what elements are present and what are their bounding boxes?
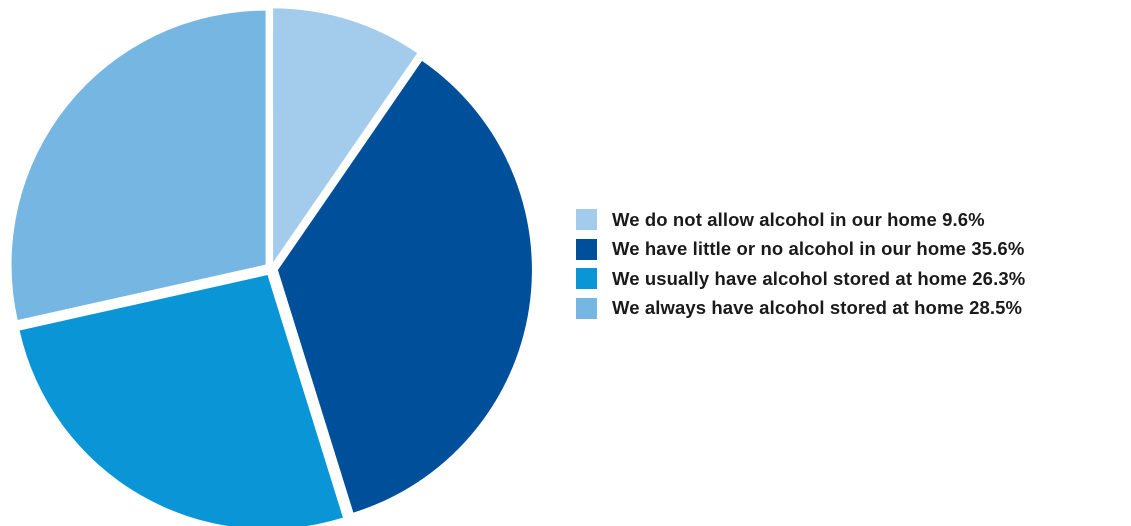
pie-slice-do-not-allow	[273, 8, 418, 263]
legend-swatch-little-or-none	[576, 238, 597, 260]
legend-swatch-usually-stored	[576, 268, 597, 290]
pie-slice-little-or-none	[277, 60, 532, 513]
legend-item-always-stored: We always have alcohol stored at home 28…	[576, 294, 1025, 324]
legend-item-do-not-allow: We do not allow alcohol in our home 9.6%	[576, 205, 1025, 235]
legend-label-little-or-none: We have little or no alcohol in our home…	[612, 238, 1025, 260]
pie-slices	[11, 8, 532, 526]
legend-label-do-not-allow: We do not allow alcohol in our home 9.6%	[612, 208, 985, 230]
legend-item-little-or-none: We have little or no alcohol in our home…	[576, 235, 1025, 265]
pie-slice-always-stored	[11, 10, 266, 321]
pie-slice-usually-stored	[19, 275, 343, 526]
legend-item-usually-stored: We usually have alcohol stored at home 2…	[576, 264, 1025, 294]
legend-swatch-do-not-allow	[576, 209, 597, 231]
legend-label-always-stored: We always have alcohol stored at home 28…	[612, 297, 1023, 319]
chart-legend: We do not allow alcohol in our home 9.6%…	[576, 205, 1025, 323]
legend-swatch-always-stored	[576, 297, 597, 319]
legend-label-usually-stored: We usually have alcohol stored at home 2…	[612, 267, 1026, 289]
